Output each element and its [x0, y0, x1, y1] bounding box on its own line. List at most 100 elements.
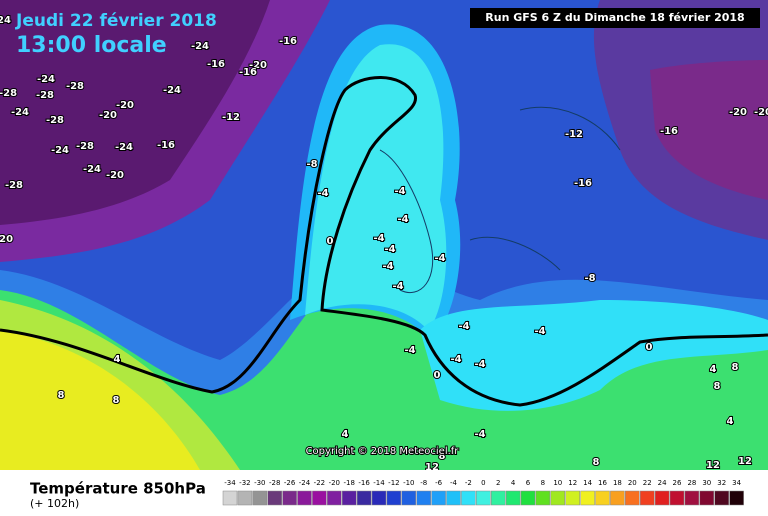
scale-swatch: [237, 490, 253, 506]
scale-label: 18: [613, 479, 622, 487]
scale-swatch: [520, 490, 536, 506]
scale-swatch: [356, 490, 372, 506]
legend-title: Température 850hPa: [30, 480, 206, 498]
scale-label: -4: [450, 479, 458, 487]
scale-label: 4: [511, 479, 516, 487]
contour-label: -20: [729, 107, 747, 118]
scale-label: -26: [284, 479, 296, 487]
contour-label: -20: [99, 110, 117, 121]
contour-label: -4: [450, 354, 461, 365]
contour-label: -28: [36, 90, 54, 101]
color-scale: -34 -32 -30 -28 -26 -24 -22 -20 -18 -16 -14 -12 -10-…: [222, 479, 744, 506]
contour-label: 12: [738, 456, 752, 467]
contour-label: -16: [279, 36, 297, 47]
scale-swatch: [654, 490, 670, 506]
contour-label: -16: [660, 126, 678, 137]
contour-label: -20: [116, 100, 134, 111]
scale-swatch: [431, 490, 446, 506]
scale-label: -32: [239, 479, 250, 487]
scale-label: -20: [329, 479, 340, 487]
scale-swatch: [505, 490, 521, 506]
contour-label: -24: [11, 107, 29, 118]
contour-label: -16: [207, 59, 225, 70]
contour-label: 4: [114, 354, 121, 365]
contour-label: -24: [51, 145, 69, 156]
contour-label: -24: [37, 74, 55, 85]
scale-swatch: [461, 490, 476, 506]
scale-swatch: [446, 490, 461, 506]
scale-label: 14: [583, 479, 592, 487]
contour-label: -4: [397, 214, 408, 225]
scale-label: 32: [717, 479, 726, 487]
scale-swatch: [282, 490, 297, 506]
scale-swatch: [699, 490, 715, 506]
scale-swatch: [625, 490, 640, 506]
contour-label: 8: [732, 362, 739, 373]
scale-swatch: [416, 490, 431, 506]
run-info: Run GFS 6 Z du Dimanche 18 février 2018: [485, 11, 744, 24]
contour-label: -12: [565, 129, 583, 140]
contour-label: 8: [593, 457, 600, 468]
contour-label: 0: [434, 370, 441, 381]
contour-label: -4: [404, 345, 415, 356]
legend-subtitle: (+ 102h): [30, 497, 79, 510]
contour-label: 0: [327, 236, 334, 247]
forecast-date: Jeudi 22 février 2018: [15, 11, 217, 31]
scale-swatch: [341, 490, 357, 506]
contour-label: -28: [66, 81, 84, 92]
scale-label: -16: [358, 479, 370, 487]
contour-label: 24: [0, 15, 11, 26]
scale-swatch: [222, 490, 238, 506]
scale-swatch: [490, 490, 506, 506]
contour-label: -24: [191, 41, 209, 52]
contour-label: -4: [434, 253, 445, 264]
contour-label: -16: [574, 178, 592, 189]
contour-label: 12: [706, 460, 720, 471]
scale-label: 22: [643, 479, 652, 487]
contour-label: 8: [58, 390, 65, 401]
contour-label: -4: [382, 261, 393, 272]
scale-label: 2: [496, 479, 500, 487]
contour-label: -8: [306, 159, 317, 170]
scale-label: 34: [732, 479, 741, 487]
contour-label: -20: [106, 170, 124, 181]
contour-label: -16: [157, 140, 175, 151]
run-box: [470, 8, 760, 28]
scale-label: 10: [553, 479, 562, 487]
scale-swatch: [729, 490, 744, 506]
scale-swatch: [550, 490, 566, 506]
scale-swatch: [565, 490, 580, 506]
contour-label: -28: [5, 180, 23, 191]
contour-label: -4: [534, 326, 545, 337]
scale-label: 16: [598, 479, 607, 487]
forecast-time: 13:00 locale: [16, 33, 167, 58]
scale-swatch: [595, 490, 610, 506]
scale-swatch: [610, 490, 625, 506]
contour-label: -28: [46, 115, 64, 126]
scale-label: 6: [526, 479, 531, 487]
scale-swatch: [580, 490, 595, 506]
contour-label: -4: [394, 186, 405, 197]
contour-label: 4: [727, 416, 734, 427]
scale-label: -24: [299, 479, 311, 487]
contour-label: -12: [222, 112, 240, 123]
scale-label: -28: [269, 479, 280, 487]
scale-swatch: [371, 490, 387, 506]
scale-swatch: [714, 490, 729, 506]
contour-label: -4: [458, 321, 469, 332]
scale-swatch: [252, 490, 268, 506]
scale-label: -10: [403, 479, 414, 487]
scale-swatch: [267, 490, 282, 506]
scale-swatch: [535, 490, 551, 506]
scale-label: 20: [628, 479, 637, 487]
contour-label: -4: [384, 244, 395, 255]
scale-label: -12: [388, 479, 399, 487]
contour-label: -24: [83, 164, 101, 175]
scale-label: -2: [465, 479, 472, 487]
scale-label: -30: [254, 479, 265, 487]
scale-label: -18: [343, 479, 354, 487]
scale-swatch: [639, 490, 655, 506]
contour-label: 8: [113, 395, 120, 406]
contour-label: 8: [714, 381, 721, 392]
contour-label: 0: [646, 342, 653, 353]
